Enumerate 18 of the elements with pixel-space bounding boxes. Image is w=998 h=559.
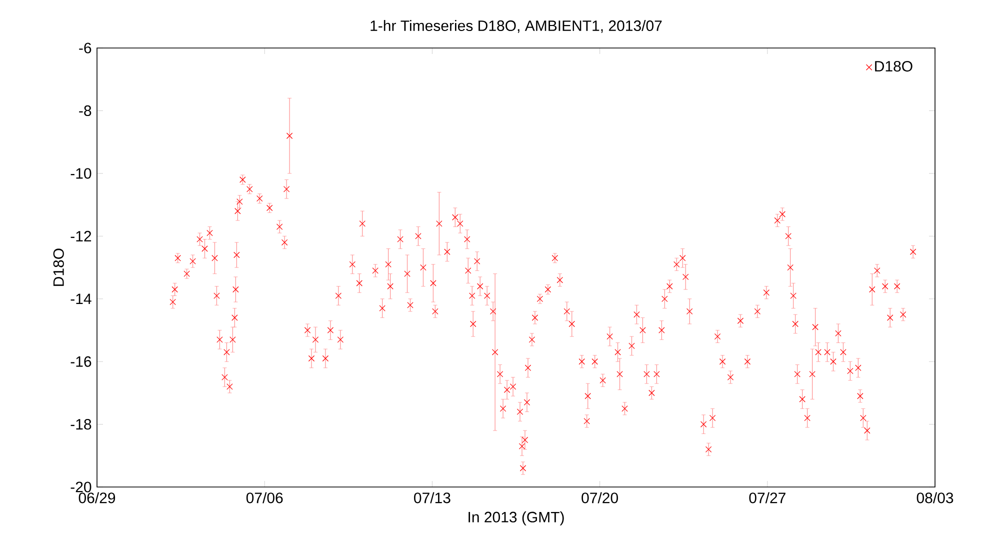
y-axis-title: D18O [53,248,64,286]
x-axis-title: In 2013 (GMT) [468,511,564,526]
x-tick-label: 08/03 [916,492,954,504]
y-tick-label: -14 [70,294,92,304]
y-tick-label: -10 [70,168,92,179]
legend-label: D18O [875,60,912,72]
y-tick-label: -12 [70,230,92,242]
y-tick-label: -6 [79,42,92,54]
x-tick-label: 07/13 [414,492,450,504]
y-tick-label: -16 [70,356,92,367]
y-tick-label: -8 [79,105,92,116]
y-tick-label: -18 [70,418,92,430]
x-tick-label: 07/06 [246,492,283,504]
x-tick-label: 07/27 [749,492,786,504]
x-tick-label: 06/29 [78,492,116,504]
x-tick-label: 07/20 [582,492,618,504]
chart-title: 1-hr Timeseries D18O, AMBIENT1, 2013/07 [370,20,662,33]
y-tick-label: -20 [70,482,92,492]
